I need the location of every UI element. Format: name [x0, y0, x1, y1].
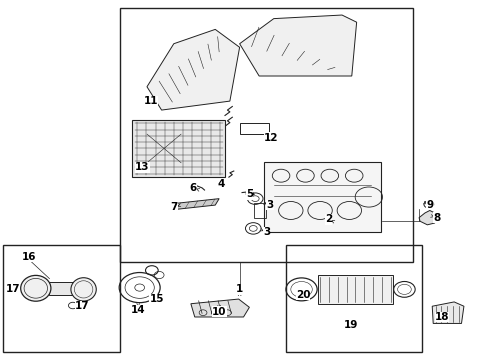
- Text: 4: 4: [217, 179, 224, 189]
- Ellipse shape: [71, 278, 96, 301]
- Bar: [264, 162, 380, 232]
- Text: 1: 1: [236, 284, 243, 294]
- Bar: [120, 8, 412, 262]
- Text: 2: 2: [324, 215, 331, 224]
- Bar: [285, 244, 422, 352]
- Text: 5: 5: [245, 189, 252, 199]
- Text: 20: 20: [295, 290, 309, 300]
- Polygon shape: [418, 211, 436, 225]
- Text: 17: 17: [5, 284, 20, 294]
- Text: 12: 12: [264, 133, 278, 143]
- Text: 17: 17: [75, 301, 90, 311]
- Text: 13: 13: [135, 162, 149, 172]
- Text: 19: 19: [343, 320, 357, 330]
- Text: 6: 6: [189, 183, 197, 193]
- Text: 18: 18: [434, 312, 448, 322]
- Ellipse shape: [20, 275, 51, 301]
- Bar: [239, 123, 268, 134]
- Bar: [132, 120, 224, 177]
- Polygon shape: [239, 15, 356, 76]
- Text: 15: 15: [149, 294, 163, 304]
- Polygon shape: [190, 299, 249, 317]
- Text: 8: 8: [432, 213, 440, 222]
- Polygon shape: [172, 199, 219, 210]
- Bar: [317, 275, 392, 304]
- Text: 9: 9: [426, 200, 432, 210]
- Text: 16: 16: [21, 252, 36, 262]
- Bar: [49, 282, 75, 296]
- Bar: [254, 203, 266, 218]
- Bar: [3, 244, 120, 352]
- Text: 14: 14: [131, 305, 145, 315]
- Text: 11: 11: [143, 96, 158, 106]
- Polygon shape: [147, 30, 239, 110]
- Text: 3: 3: [265, 200, 273, 210]
- Polygon shape: [431, 302, 463, 323]
- Circle shape: [426, 203, 430, 206]
- Text: 3: 3: [262, 227, 269, 237]
- Text: 7: 7: [170, 202, 178, 212]
- Text: 10: 10: [211, 307, 226, 316]
